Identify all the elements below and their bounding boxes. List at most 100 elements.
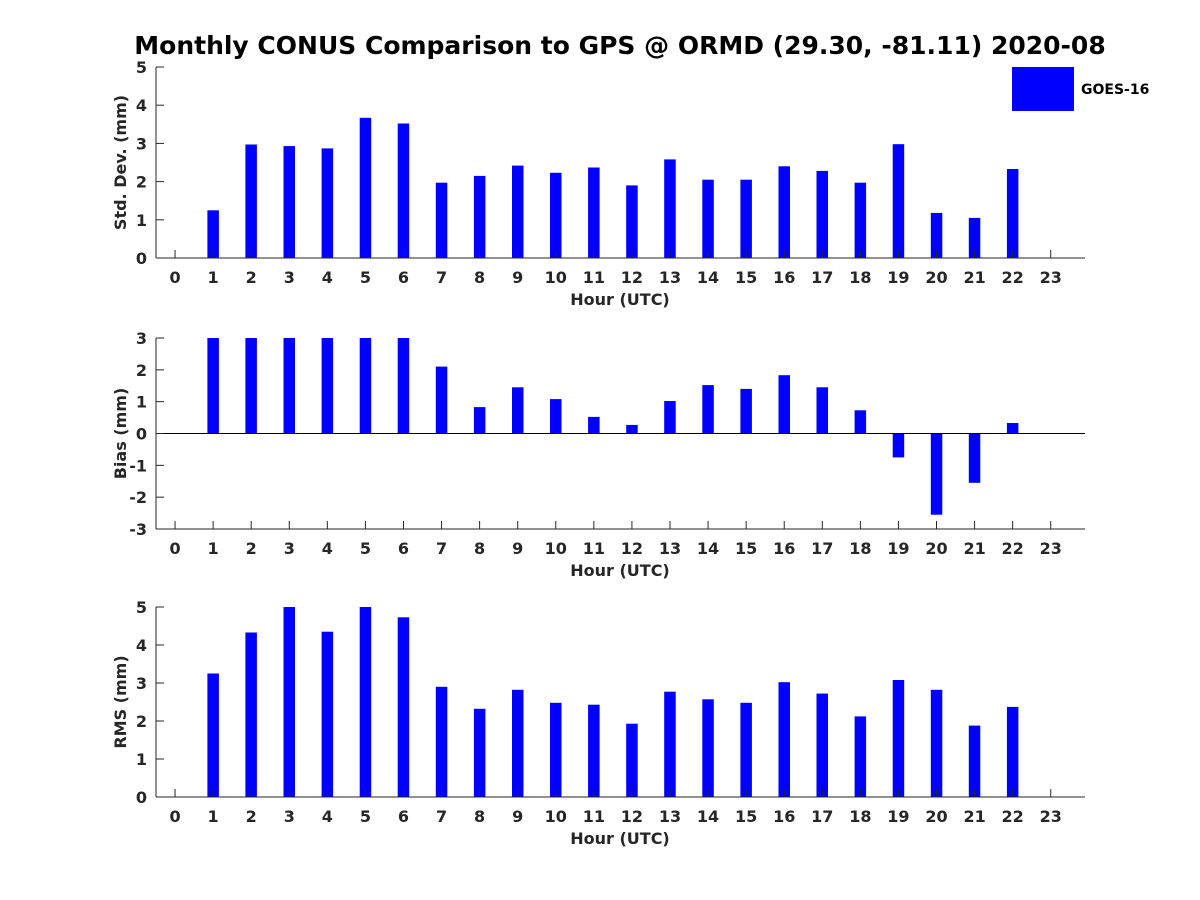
x-tick-label: 7 <box>436 268 447 287</box>
x-tick-label: 6 <box>398 539 409 558</box>
x-tick-label: 8 <box>474 268 485 287</box>
bar-bias-hour-16 <box>778 375 790 434</box>
y-tick-label: 4 <box>136 636 147 655</box>
bar-bias-hour-2 <box>245 338 257 434</box>
bar-rms-hour-8 <box>473 708 486 797</box>
y-tick-label: 1 <box>136 750 147 769</box>
y-axis-label: RMS (mm) <box>111 655 130 748</box>
bar-rms-hour-4 <box>321 631 334 797</box>
y-tick-label: -1 <box>129 456 147 475</box>
y-tick-label: 1 <box>136 393 147 412</box>
bar-rms-hour-3 <box>283 607 295 797</box>
y-tick-label: -3 <box>129 520 147 539</box>
bar-std-dev-hour-19 <box>892 144 905 258</box>
x-tick-label: 22 <box>1002 539 1024 558</box>
y-tick-label: 3 <box>136 329 147 348</box>
bar-rms-hour-22 <box>1006 706 1019 797</box>
x-axis-label: Hour (UTC) <box>570 829 670 848</box>
x-tick-label: 15 <box>735 268 757 287</box>
x-tick-label: 1 <box>208 539 219 558</box>
bar-bias-hour-6 <box>397 338 410 434</box>
x-tick-label: 8 <box>474 539 485 558</box>
y-axis-label: Bias (mm) <box>111 388 130 480</box>
x-tick-label: 10 <box>545 807 567 826</box>
x-tick-label: 9 <box>512 268 523 287</box>
bar-rms-hour-16 <box>778 682 790 797</box>
x-tick-label: 19 <box>887 268 909 287</box>
bar-std-dev-hour-15 <box>740 179 752 258</box>
x-tick-label: 14 <box>697 807 719 826</box>
x-tick-label: 3 <box>284 807 295 826</box>
x-tick-label: 0 <box>169 268 180 287</box>
x-tick-label: 11 <box>583 268 605 287</box>
bar-bias-hour-8 <box>473 407 486 434</box>
x-tick-label: 21 <box>963 539 985 558</box>
x-tick-label: 5 <box>360 539 371 558</box>
x-tick-label: 4 <box>322 268 333 287</box>
x-tick-label: 11 <box>583 807 605 826</box>
x-tick-label: 7 <box>436 807 447 826</box>
bar-bias-hour-9 <box>512 387 524 434</box>
x-tick-label: 17 <box>811 539 833 558</box>
bar-rms-hour-5 <box>359 607 372 797</box>
x-tick-label: 11 <box>583 539 605 558</box>
x-tick-label: 13 <box>659 807 681 826</box>
x-tick-label: 7 <box>436 539 447 558</box>
x-tick-label: 16 <box>773 268 795 287</box>
bar-std-dev-hour-11 <box>588 167 600 258</box>
bar-rms-hour-15 <box>740 702 752 797</box>
x-axis-label: Hour (UTC) <box>570 290 670 309</box>
bar-std-dev-hour-17 <box>816 170 828 258</box>
x-axis-label: Hour (UTC) <box>570 561 670 580</box>
x-tick-label: 15 <box>735 807 757 826</box>
bar-std-dev-hour-21 <box>968 217 981 258</box>
bar-std-dev-hour-5 <box>359 117 372 258</box>
x-tick-label: 2 <box>246 807 257 826</box>
x-tick-label: 14 <box>697 268 719 287</box>
bar-bias-hour-10 <box>550 399 562 434</box>
x-tick-label: 13 <box>659 539 681 558</box>
x-tick-label: 23 <box>1040 807 1062 826</box>
x-tick-label: 12 <box>621 268 643 287</box>
chart-title: Monthly CONUS Comparison to GPS @ ORMD (… <box>134 31 1105 60</box>
x-tick-label: 21 <box>963 268 985 287</box>
x-tick-label: 13 <box>659 268 681 287</box>
x-tick-label: 0 <box>169 807 180 826</box>
bar-std-dev-hour-16 <box>778 166 790 258</box>
bar-std-dev-hour-22 <box>1006 169 1019 258</box>
bar-bias-hour-7 <box>435 366 448 434</box>
bar-std-dev-hour-18 <box>854 182 867 258</box>
bar-bias-hour-19 <box>892 433 905 458</box>
bar-rms-hour-20 <box>930 689 943 797</box>
bar-bias-hour-21 <box>968 433 981 483</box>
x-tick-label: 5 <box>360 807 371 826</box>
bar-bias-hour-17 <box>816 387 828 434</box>
y-tick-label: 2 <box>136 361 147 380</box>
y-tick-label: 4 <box>136 96 147 115</box>
bar-std-dev-hour-6 <box>397 123 410 258</box>
bar-std-dev-hour-2 <box>245 144 257 258</box>
x-tick-label: 23 <box>1040 539 1062 558</box>
y-tick-label: 3 <box>136 134 147 153</box>
x-tick-label: 15 <box>735 539 757 558</box>
bar-bias-hour-1 <box>207 338 219 434</box>
x-tick-label: 12 <box>621 807 643 826</box>
bar-rms-hour-21 <box>968 725 981 797</box>
bar-rms-hour-19 <box>892 680 905 797</box>
bar-std-dev-hour-20 <box>930 212 943 258</box>
x-tick-label: 16 <box>773 539 795 558</box>
x-tick-label: 19 <box>887 807 909 826</box>
bar-rms-hour-1 <box>207 673 219 797</box>
x-tick-label: 17 <box>811 807 833 826</box>
x-tick-label: 0 <box>169 539 180 558</box>
bar-std-dev-hour-8 <box>473 175 486 258</box>
bar-rms-hour-6 <box>397 617 410 797</box>
bar-rms-hour-17 <box>816 693 828 797</box>
x-tick-label: 6 <box>398 807 409 826</box>
bar-bias-hour-14 <box>702 385 714 434</box>
x-tick-label: 20 <box>925 807 947 826</box>
bar-rms-hour-14 <box>702 699 714 797</box>
bar-std-dev-hour-7 <box>435 182 448 258</box>
